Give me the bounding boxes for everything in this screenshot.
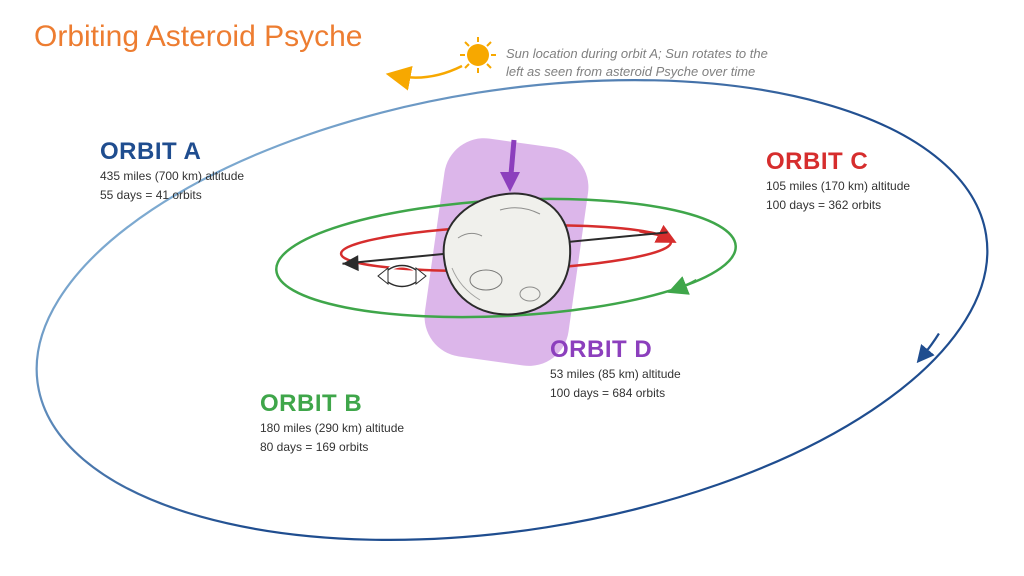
orbit-b-label: ORBIT B 180 miles (290 km) altitude 80 d… bbox=[260, 390, 404, 456]
orbit-c-detail1: 105 miles (170 km) altitude bbox=[766, 178, 910, 195]
orbit-a-detail2: 55 days = 41 orbits bbox=[100, 187, 244, 204]
diagram-stage bbox=[0, 0, 1024, 576]
orbit-c-name: ORBIT C bbox=[766, 148, 910, 176]
orbit-b-detail2: 80 days = 169 orbits bbox=[260, 439, 404, 456]
orbit-a-name: ORBIT A bbox=[100, 138, 244, 166]
orbit-c-label: ORBIT C 105 miles (170 km) altitude 100 … bbox=[766, 148, 910, 214]
orbit-d-detail2: 100 days = 684 orbits bbox=[550, 385, 681, 402]
orbit-d-detail1: 53 miles (85 km) altitude bbox=[550, 366, 681, 383]
orbit-b-name: ORBIT B bbox=[260, 390, 404, 418]
orbit-a-label: ORBIT A 435 miles (700 km) altitude 55 d… bbox=[100, 138, 244, 204]
orbit-c-detail2: 100 days = 362 orbits bbox=[766, 197, 910, 214]
sun-icon bbox=[398, 37, 496, 78]
orbit-a-detail1: 435 miles (700 km) altitude bbox=[100, 168, 244, 185]
asteroid-body bbox=[444, 193, 571, 314]
orbit-d-name: ORBIT D bbox=[550, 336, 681, 364]
orbit-b-detail1: 180 miles (290 km) altitude bbox=[260, 420, 404, 437]
orbit-d-label: ORBIT D 53 miles (85 km) altitude 100 da… bbox=[550, 336, 681, 402]
